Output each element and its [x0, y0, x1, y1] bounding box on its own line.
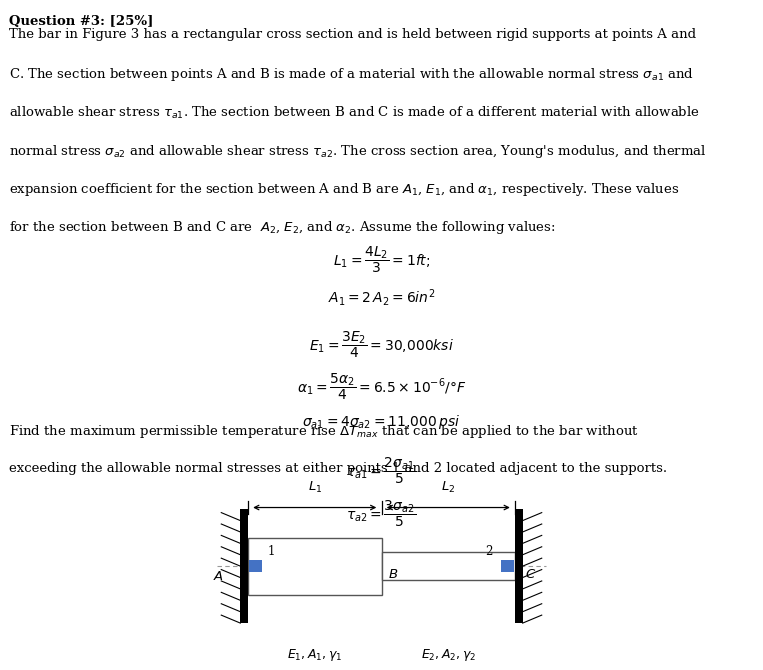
- Text: normal stress $\sigma_{a2}$ and allowable shear stress $\tau_{a2}$. The cross se: normal stress $\sigma_{a2}$ and allowabl…: [9, 143, 707, 159]
- Text: for the section between B and C are  $A_2$, $E_2$, and $\alpha_2$. Assume the fo: for the section between B and C are $A_2…: [9, 219, 555, 236]
- Bar: [501, 560, 514, 572]
- Text: $E_1, A_1, \gamma_1$: $E_1, A_1, \gamma_1$: [287, 647, 343, 663]
- Text: allowable shear stress $\tau_{a1}$. The section between B and C is made of a dif: allowable shear stress $\tau_{a1}$. The …: [9, 105, 700, 121]
- Text: $\sigma_{a1} = 4\sigma_{a2} = 11{,}000\,psi$: $\sigma_{a1} = 4\sigma_{a2} = 11{,}000\,…: [302, 413, 461, 431]
- Text: 2: 2: [485, 545, 492, 558]
- Text: $A$: $A$: [213, 570, 224, 583]
- Text: $\tau_{a2} = \dfrac{3\sigma_{a2}}{5}$: $\tau_{a2} = \dfrac{3\sigma_{a2}}{5}$: [346, 498, 417, 529]
- Text: exceeding the allowable normal stresses at either points 1 and 2 located adjacen: exceeding the allowable normal stresses …: [9, 462, 668, 474]
- Text: expansion coefficient for the section between A and B are $A_1$, $E_1$, and $\al: expansion coefficient for the section be…: [9, 181, 680, 198]
- Text: $L_1$: $L_1$: [307, 480, 322, 496]
- Bar: [515, 509, 523, 623]
- FancyBboxPatch shape: [248, 537, 382, 595]
- Text: $A_1 = 2\,A_2 = 6in^2$: $A_1 = 2\,A_2 = 6in^2$: [328, 287, 435, 308]
- Text: $\tau_{a1} = \dfrac{2\sigma_{a1}}{5}$: $\tau_{a1} = \dfrac{2\sigma_{a1}}{5}$: [346, 456, 417, 486]
- Text: C. The section between points A and B is made of a material with the allowable n: C. The section between points A and B is…: [9, 66, 694, 83]
- Text: Question #3: [25%]: Question #3: [25%]: [9, 15, 153, 27]
- Bar: [240, 509, 248, 623]
- Text: $E_1 = \dfrac{3E_2}{4} = 30{,}000ksi$: $E_1 = \dfrac{3E_2}{4} = 30{,}000ksi$: [309, 329, 454, 360]
- Text: $E_2, A_2, \gamma_2$: $E_2, A_2, \gamma_2$: [420, 647, 476, 663]
- Text: Find the maximum permissible temperature rise $\Delta T_{max}$ that can be appli: Find the maximum permissible temperature…: [9, 423, 639, 440]
- Text: $C$: $C$: [525, 568, 536, 581]
- Text: $\alpha_1 = \dfrac{5\alpha_2}{4} = 6.5 \times 10^{-6}/\degree F$: $\alpha_1 = \dfrac{5\alpha_2}{4} = 6.5 \…: [297, 371, 466, 402]
- Bar: [249, 560, 262, 572]
- Text: 1: 1: [268, 545, 275, 558]
- Text: $L_2$: $L_2$: [441, 480, 456, 496]
- Text: The bar in Figure 3 has a rectangular cross section and is held between rigid su: The bar in Figure 3 has a rectangular cr…: [9, 28, 697, 41]
- Text: $L_1 = \dfrac{4L_2}{3} = 1ft;$: $L_1 = \dfrac{4L_2}{3} = 1ft;$: [333, 245, 430, 275]
- Text: $B$: $B$: [388, 568, 398, 581]
- FancyBboxPatch shape: [382, 552, 515, 580]
